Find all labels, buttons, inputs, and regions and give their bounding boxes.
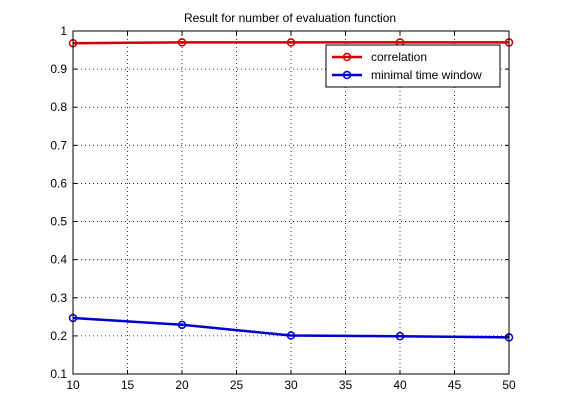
legend-swatch-marker	[342, 52, 352, 62]
y-tick-label: 0.9	[50, 62, 67, 76]
x-tick-label: 35	[339, 378, 353, 392]
legend-label: minimal time window	[371, 68, 482, 82]
series-point-2	[395, 332, 405, 341]
legend-box	[325, 44, 501, 88]
series-point-2	[286, 331, 296, 340]
x-tick-label: 25	[230, 378, 244, 392]
legend: correlation minimal time window	[325, 44, 501, 88]
x-tick-label: 15	[121, 378, 135, 392]
x-tick-label: 45	[448, 378, 462, 392]
series-line-2	[72, 316, 510, 339]
series-line-1	[72, 41, 509, 45]
series-point-1	[177, 38, 187, 47]
x-tick-label: 30	[284, 378, 298, 392]
y-tick-label: 0.7	[50, 138, 67, 152]
legend-swatch-marker	[342, 70, 352, 80]
y-tick-label: 0.2	[50, 329, 67, 343]
x-tick-label: 50	[502, 378, 516, 392]
chart-title: Result for number of evaluation function	[184, 11, 396, 25]
legend-label: correlation	[371, 50, 427, 64]
y-tick-label: 0.6	[50, 176, 67, 190]
y-tick-label: 0.5	[50, 215, 67, 229]
series-layer	[68, 38, 514, 342]
series-point-2	[177, 320, 187, 330]
x-tick-label: 40	[393, 378, 407, 392]
y-tick-label: 0.8	[50, 100, 67, 114]
y-tick-label: 1	[60, 24, 67, 38]
series-point-1	[286, 38, 296, 47]
x-tick-label: 10	[66, 378, 80, 392]
plot-area	[73, 31, 509, 374]
grid	[73, 31, 509, 374]
y-tick-label: 0.3	[50, 291, 67, 305]
x-tick-label: 20	[175, 378, 189, 392]
axis-ticks: 10 15 20 25 30 35 40 45 50 0.1 0.2 0.3 0.4 0.5 0.6 0.7 0…	[50, 24, 516, 392]
y-tick-label: 0.1	[50, 367, 67, 381]
y-tick-label: 0.4	[50, 253, 67, 267]
